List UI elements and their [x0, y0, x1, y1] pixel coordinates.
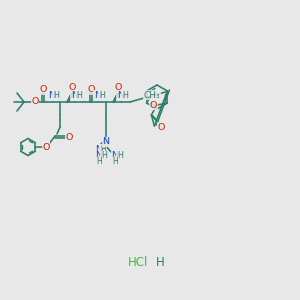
Text: O: O	[114, 83, 122, 92]
Text: N: N	[112, 152, 118, 160]
Text: H: H	[99, 91, 105, 100]
Text: N: N	[71, 91, 78, 100]
Text: O: O	[42, 142, 50, 152]
Text: N: N	[48, 91, 55, 100]
Text: N: N	[96, 145, 102, 154]
Text: H: H	[101, 152, 107, 160]
Text: O: O	[65, 133, 73, 142]
Text: N: N	[103, 137, 110, 146]
Text: N: N	[95, 152, 103, 160]
Text: O: O	[150, 100, 157, 109]
Text: H: H	[100, 145, 106, 154]
Text: N: N	[117, 91, 124, 100]
Text: CH₃: CH₃	[143, 91, 160, 100]
Text: H: H	[122, 91, 128, 100]
Text: O: O	[31, 98, 39, 106]
Text: H: H	[53, 91, 59, 100]
Text: H: H	[117, 152, 123, 160]
Text: N: N	[94, 91, 101, 100]
Text: H: H	[76, 91, 82, 100]
Text: O: O	[39, 85, 47, 94]
Text: O: O	[68, 83, 76, 92]
Text: H: H	[156, 256, 164, 268]
Text: O: O	[87, 85, 95, 94]
Text: H: H	[112, 158, 118, 166]
Text: H: H	[96, 158, 102, 166]
Text: HCl: HCl	[128, 256, 148, 268]
Text: O: O	[158, 122, 165, 131]
